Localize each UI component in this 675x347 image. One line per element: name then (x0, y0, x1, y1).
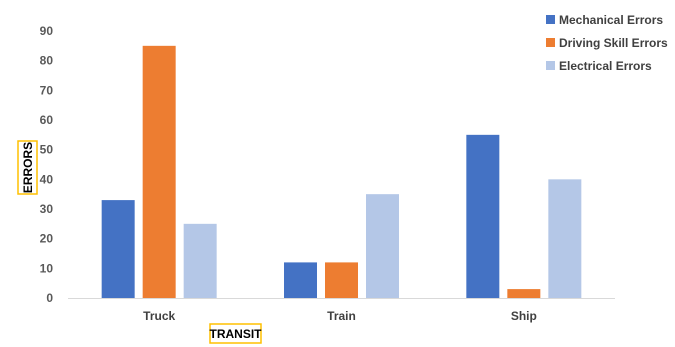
legend-swatch (546, 38, 555, 47)
y-tick-label: 50 (40, 143, 54, 157)
y-tick-label: 90 (40, 24, 54, 38)
y-tick-label: 10 (40, 261, 54, 275)
x-tick-label: Ship (511, 309, 537, 323)
bar-ship-driving-skill-errors (507, 289, 541, 298)
y-tick-label: 0 (46, 291, 53, 305)
x-axis-title: TRANSIT (210, 327, 263, 341)
legend-label: Driving Skill Errors (559, 36, 668, 50)
legend-label: Mechanical Errors (559, 13, 663, 27)
y-tick-label: 80 (40, 54, 54, 68)
bar-ship-electrical-errors (548, 179, 582, 298)
bar-train-driving-skill-errors (325, 262, 358, 298)
y-tick-label: 30 (40, 202, 54, 216)
bar-truck-mechanical-errors (101, 200, 135, 298)
bar-ship-mechanical-errors (466, 134, 500, 298)
y-tick-label: 70 (40, 83, 54, 97)
bar-train-electrical-errors (366, 194, 399, 298)
y-axis-title: ERRORS (21, 142, 35, 193)
legend-swatch (546, 61, 555, 70)
y-tick-label: 40 (40, 172, 54, 186)
x-tick-label: Train (327, 309, 356, 323)
bar-train-mechanical-errors (284, 262, 317, 298)
legend-label: Electrical Errors (559, 59, 652, 73)
y-tick-label: 20 (40, 232, 54, 246)
y-axis-title-box (17, 140, 38, 195)
legend-swatch (546, 15, 555, 24)
bar-truck-electrical-errors (183, 223, 217, 298)
x-axis-title-box (209, 323, 262, 344)
bar-truck-driving-skill-errors (142, 45, 176, 299)
x-tick-label: Truck (143, 309, 175, 323)
y-tick-label: 60 (40, 113, 54, 127)
